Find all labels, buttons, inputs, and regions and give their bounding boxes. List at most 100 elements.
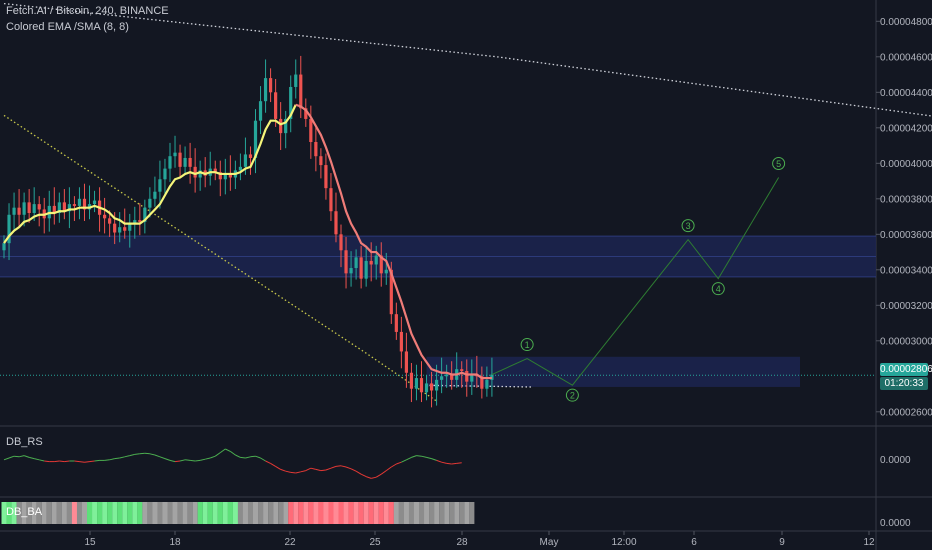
oscillator-segment (335, 465, 342, 467)
oscillator-segment (446, 462, 452, 465)
bar-indicator-cell (283, 502, 289, 524)
bar-indicator-cell (429, 502, 435, 524)
ema-line-rising (3, 104, 297, 244)
bar-indicator-cell (232, 502, 238, 524)
oscillator-segment (350, 468, 357, 472)
projection-layer: 1 2 3 4 5 (491, 157, 786, 402)
ema-layer (3, 103, 492, 380)
bar-indicator-cell (157, 502, 163, 524)
candle-body (243, 154, 248, 167)
wave-label-circle (772, 157, 786, 170)
candle-body (450, 374, 454, 380)
bar-indicator-cell (162, 502, 168, 524)
bar-indicator-cell (278, 502, 284, 524)
bar-indicator-cell (368, 502, 374, 524)
bar-indicator-cell (152, 502, 158, 524)
candle-body (143, 207, 147, 222)
time-tick-label: 9 (779, 537, 785, 548)
bar-indicator-cell (107, 502, 113, 524)
oscillator-segment (426, 456, 432, 460)
candle-body (304, 108, 308, 119)
bar-indicator-cell (6, 502, 12, 524)
candle-body (158, 179, 162, 192)
oscillator-segment (179, 459, 186, 462)
candle-body (268, 78, 273, 93)
candle-body (384, 269, 388, 274)
oscillator-segment (174, 460, 181, 463)
bar-indicator-cell (36, 502, 42, 524)
price-tick-label: 0.00002600 (880, 407, 932, 418)
candle-body (485, 379, 489, 389)
oscillator-segment (431, 458, 437, 461)
candle-body (263, 78, 268, 102)
bar-indicator-cell (338, 502, 344, 524)
bar-indicator-cell (177, 502, 183, 524)
bar-indicator-cell (434, 502, 440, 524)
candle-body (92, 200, 97, 205)
oscillator-segment (416, 455, 422, 457)
bar-indicator-cell (66, 502, 72, 524)
candle-body (445, 374, 449, 377)
axes-layer: 0.00004800 0.00004600 0.00004400 0.00004200… (84, 17, 932, 548)
bar-indicator-cell (449, 502, 455, 524)
bar-indicator-cell (41, 502, 47, 524)
candle-body (7, 214, 11, 244)
price-tick-label: 0.00004400 (880, 88, 932, 99)
bar-indicator-cell (122, 502, 128, 524)
oscillator-segment (8, 455, 15, 459)
oscillator-segment (240, 456, 246, 459)
candle-body (359, 257, 363, 279)
bar-indicator-cell (237, 502, 244, 524)
candle-body (133, 220, 137, 224)
oscillator-segment (225, 448, 231, 452)
bar-indicator-cell (418, 502, 425, 524)
oscillator-segment (310, 467, 316, 470)
indicator-title[interactable]: Colored EMA /SMA (8, 8) (6, 21, 129, 33)
candle-body (138, 220, 142, 222)
oscillator-pane-label[interactable]: DB_RS (6, 436, 43, 448)
candle-body (113, 223, 117, 233)
bar-indicator-cell (112, 502, 118, 524)
candle-body (389, 269, 393, 315)
oscillator-segment (205, 457, 211, 460)
candle-body (163, 168, 167, 180)
oscillator-segment (149, 453, 156, 456)
countdown-badge: 01:20:33 (880, 377, 928, 390)
oscillator-segment (380, 470, 387, 475)
bar-indicator-cell (313, 502, 319, 524)
bar-indicator-cell (26, 502, 32, 524)
oscillator-segment (39, 459, 45, 462)
candle-body (258, 101, 263, 121)
bar-indicator-cell (16, 502, 22, 524)
time-tick-label: 15 (84, 537, 96, 548)
oscillator-segment (200, 458, 206, 461)
oscillator-segment (411, 455, 417, 458)
oscillator-segment (436, 459, 442, 463)
bar-indicator-cell (102, 502, 108, 524)
oscillator-segment (164, 458, 171, 461)
candle-body (434, 379, 439, 391)
candle-body (460, 369, 464, 371)
candle-body (309, 118, 313, 142)
bar-indicator-cell (439, 502, 445, 524)
symbol-title[interactable]: Fetch.AI / Bitcoin, 240, BINANCE (6, 5, 169, 17)
bar-indicator-cell (247, 502, 254, 524)
bar-indicator-cell (459, 502, 465, 524)
candle-body (17, 207, 21, 215)
oscillator-segment (134, 453, 140, 455)
wave-label-3: 3 (686, 221, 691, 231)
bar-indicator-cell (398, 502, 404, 524)
oscillator-segment (139, 452, 145, 455)
price-tick-label: 0.00004600 (880, 52, 932, 63)
oscillator-segment (235, 454, 241, 458)
bar-indicator-cell (328, 502, 334, 524)
oscillator-segment (154, 454, 161, 458)
candle-body (409, 372, 414, 389)
candle-body (279, 118, 283, 134)
oscillator-segment (300, 470, 306, 473)
oscillator-segment (360, 473, 367, 478)
bar-pane-label[interactable]: DB_BA (6, 506, 43, 518)
oscillator-segment (195, 459, 201, 462)
